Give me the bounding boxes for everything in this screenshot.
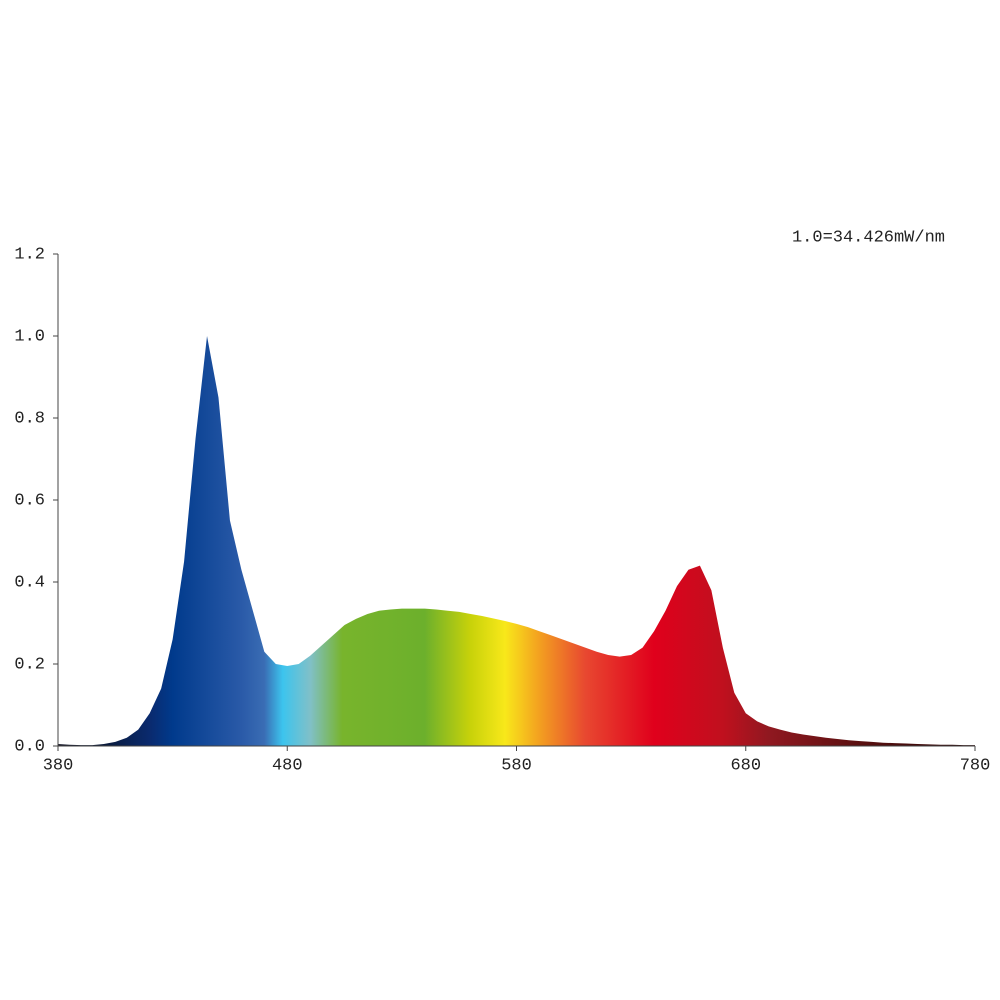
spectrum-area: [58, 336, 975, 746]
x-tick-label: 780: [960, 756, 991, 775]
y-tick-label: 0.4: [14, 573, 45, 592]
y-tick-label: 0.2: [14, 655, 45, 674]
y-tick-label: 0.6: [14, 491, 45, 510]
x-tick-label: 580: [501, 756, 532, 775]
x-tick-label: 480: [272, 756, 303, 775]
y-tick-label: 1.2: [14, 245, 45, 264]
y-tick-label: 0.0: [14, 737, 45, 756]
x-tick-label: 380: [43, 756, 74, 775]
x-tick-label: 680: [730, 756, 761, 775]
y-tick-label: 0.8: [14, 409, 45, 428]
y-tick-label: 1.0: [14, 327, 45, 346]
annotation: 1.0=34.426mW/nm: [792, 228, 945, 247]
